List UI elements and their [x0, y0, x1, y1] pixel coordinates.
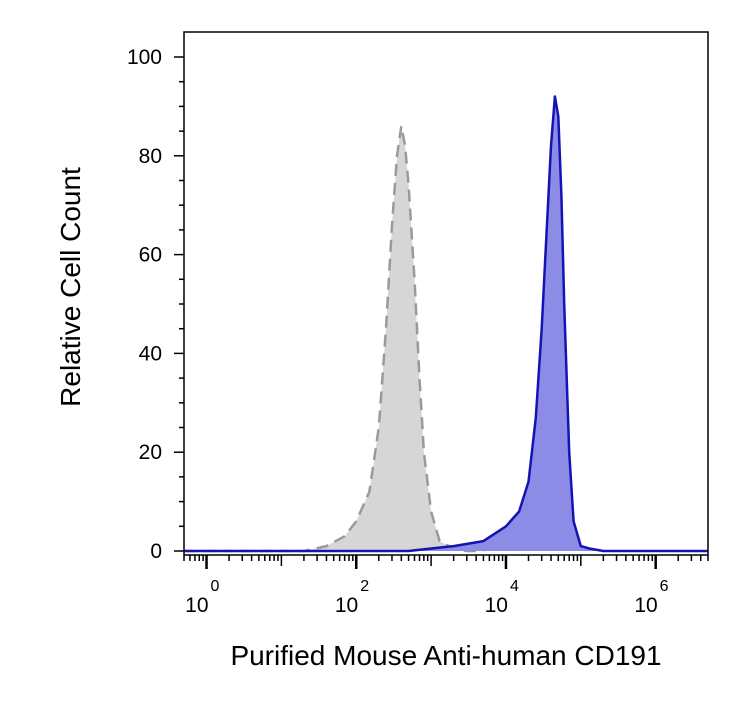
y-axis-title: Relative Cell Count — [55, 167, 86, 407]
x-tick-base: 10 — [335, 594, 358, 617]
y-axis: 0 20 40 60 80 100 — [127, 46, 184, 563]
x-tick-label: 104 — [485, 578, 519, 617]
y-tick-label: 20 — [139, 441, 162, 464]
x-tick-label: 100 — [185, 578, 219, 617]
y-tick-label: 0 — [150, 540, 162, 563]
y-tick-label: 60 — [139, 244, 162, 267]
y-tick-label: 100 — [127, 46, 162, 69]
series-0-line — [184, 124, 484, 553]
x-tick-label: 106 — [634, 578, 668, 617]
series-1-line — [184, 95, 708, 553]
y-tick-label: 80 — [139, 145, 162, 168]
x-tick-exponent: 4 — [510, 578, 519, 595]
x-tick-exponent: 2 — [360, 578, 369, 595]
x-axis-title: Purified Mouse Anti-human CD191 — [230, 640, 661, 671]
series-0-area — [184, 126, 484, 551]
plot-area — [184, 95, 708, 553]
x-tick-base: 10 — [185, 594, 208, 617]
x-tick-exponent: 6 — [660, 578, 669, 595]
x-tick-label: 102 — [335, 578, 369, 617]
plot-frame — [183, 31, 709, 556]
x-tick-base: 10 — [634, 594, 657, 617]
y-tick-label: 40 — [139, 342, 162, 365]
x-tick-base: 10 — [485, 594, 508, 617]
x-tick-exponent: 0 — [211, 578, 220, 595]
series-1-area — [184, 96, 708, 551]
